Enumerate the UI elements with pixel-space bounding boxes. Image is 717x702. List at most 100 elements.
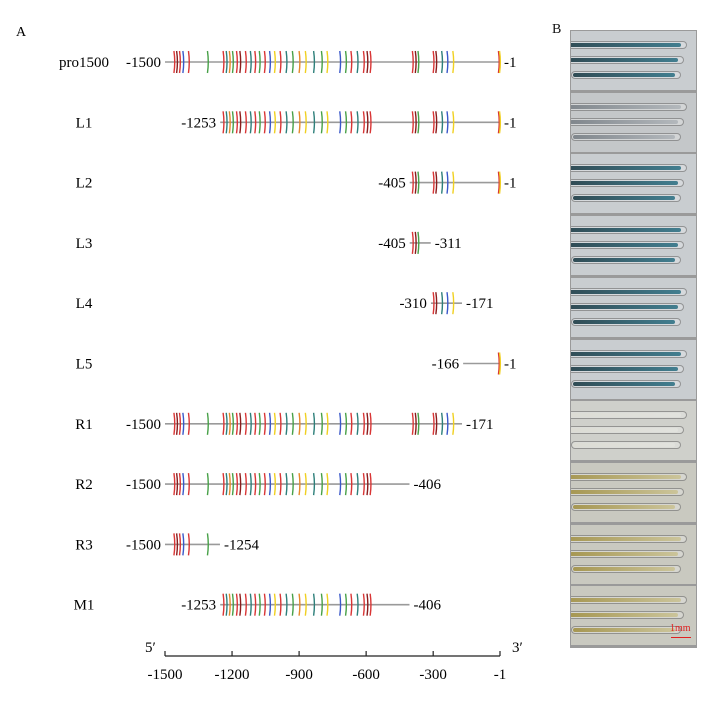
cis-element-mark	[279, 472, 282, 496]
root-stain	[571, 551, 678, 556]
construct-name: M1	[74, 598, 95, 614]
cis-element-mark	[356, 593, 359, 616]
root-photo	[571, 92, 696, 152]
cis-element-mark	[273, 111, 277, 134]
cis-element-mark	[350, 593, 353, 616]
root-stain	[571, 304, 678, 309]
construct-name: L3	[76, 236, 93, 252]
cis-element-mark	[446, 171, 449, 194]
end-position-label: -1	[504, 357, 517, 373]
construct-name: L2	[76, 176, 93, 192]
cis-element-mark	[350, 50, 353, 74]
cis-element-mark	[228, 111, 231, 134]
cis-element-mark	[178, 533, 182, 556]
cis-element-mark	[228, 472, 231, 496]
cis-element-mark	[320, 111, 323, 134]
root-photo	[571, 462, 696, 522]
cis-element-mark	[173, 472, 176, 496]
cis-element-mark	[440, 171, 444, 194]
cis-element-mark	[206, 533, 209, 556]
cis-element-mark	[228, 50, 231, 74]
cis-element-mark	[312, 50, 316, 74]
cis-element-mark	[435, 292, 438, 315]
cis-element-mark	[362, 50, 365, 74]
cis-element-mark	[285, 111, 288, 134]
construct-row-r1: R1 -1500 -171	[75, 412, 494, 435]
cis-element-mark	[175, 50, 179, 74]
root-stain	[573, 319, 675, 324]
cis-element-mark	[312, 472, 316, 496]
cis-element-mark	[356, 111, 359, 134]
root-stain	[571, 598, 681, 603]
cis-element-mark	[291, 412, 294, 435]
cis-element-mark	[249, 472, 252, 496]
start-position-label: -1500	[126, 537, 161, 553]
cis-element-mark	[417, 231, 420, 255]
cis-element-mark	[366, 412, 369, 435]
cis-element-mark	[235, 472, 239, 496]
cis-element-mark	[285, 50, 288, 74]
cis-element-mark	[187, 533, 190, 556]
cis-element-mark	[268, 111, 272, 134]
construct-row-l3: L3 -405 -311	[76, 231, 462, 255]
cis-element-mark	[362, 472, 365, 496]
cis-element-mark	[304, 111, 307, 134]
cis-element-mark	[228, 593, 231, 616]
cis-element-mark	[312, 111, 316, 134]
cis-element-mark	[225, 593, 228, 616]
cis-element-mark	[231, 412, 234, 435]
cis-element-mark	[222, 593, 225, 616]
root-stain	[573, 504, 675, 509]
panel-b-label: B	[552, 22, 562, 37]
root-stain	[571, 119, 678, 124]
cis-element-mark	[258, 593, 261, 616]
cis-element-mark	[369, 412, 372, 435]
root-photo	[571, 31, 696, 90]
construct-row-l1: L1 -1253 -1	[76, 111, 517, 134]
root-stain	[573, 73, 675, 77]
construct-name: L4	[76, 296, 93, 312]
cis-element-mark	[339, 593, 342, 616]
cis-element-mark	[244, 111, 247, 134]
cis-element-mark	[344, 111, 348, 134]
cis-element-mark	[273, 412, 277, 435]
cis-element-mark	[235, 593, 239, 616]
root-stain	[573, 628, 675, 633]
construct-row-l2: L2 -405 -1	[76, 171, 517, 194]
cis-element-mark	[228, 412, 231, 435]
cis-element-mark	[258, 472, 261, 496]
cis-element-mark	[225, 472, 228, 496]
root-stain	[571, 228, 681, 233]
cis-element-mark	[173, 412, 176, 435]
cis-element-mark	[268, 593, 272, 616]
cis-element-mark	[263, 593, 266, 616]
cis-element-mark	[411, 111, 414, 134]
cis-element-mark	[312, 412, 316, 435]
axis-tick-label: -600	[352, 667, 380, 683]
cis-element-mark	[326, 472, 329, 496]
cis-element-mark	[432, 50, 435, 74]
root-stain	[571, 43, 681, 47]
cis-element-mark	[350, 412, 353, 435]
three-prime-label: 3′	[512, 640, 523, 656]
cis-element-mark	[432, 292, 435, 315]
root-stain	[571, 474, 681, 479]
cis-element-mark	[362, 593, 365, 616]
construct-row-r2: R2 -1500 -406	[75, 472, 441, 496]
axis-tick-label: -300	[419, 667, 447, 683]
cis-element-mark	[173, 533, 176, 556]
cis-element-mark	[244, 472, 247, 496]
cis-element-mark	[182, 50, 185, 74]
end-position-label: -1	[504, 115, 517, 131]
cis-element-mark	[263, 50, 266, 74]
construct-row-pro1500: pro1500 -1500 -1	[59, 50, 517, 74]
cis-element-mark	[263, 412, 266, 435]
cis-element-mark	[263, 472, 266, 496]
cis-element-mark	[369, 593, 372, 616]
scale-bar-label: 1mm	[670, 623, 691, 635]
position-axis: 5′ 3′ -1500 -1200 -900 -600 -300 -1	[145, 640, 523, 683]
cis-element-mark	[414, 231, 417, 255]
cis-element-mark	[366, 593, 369, 616]
cis-element-mark	[249, 412, 252, 435]
cis-element-mark	[497, 50, 500, 74]
